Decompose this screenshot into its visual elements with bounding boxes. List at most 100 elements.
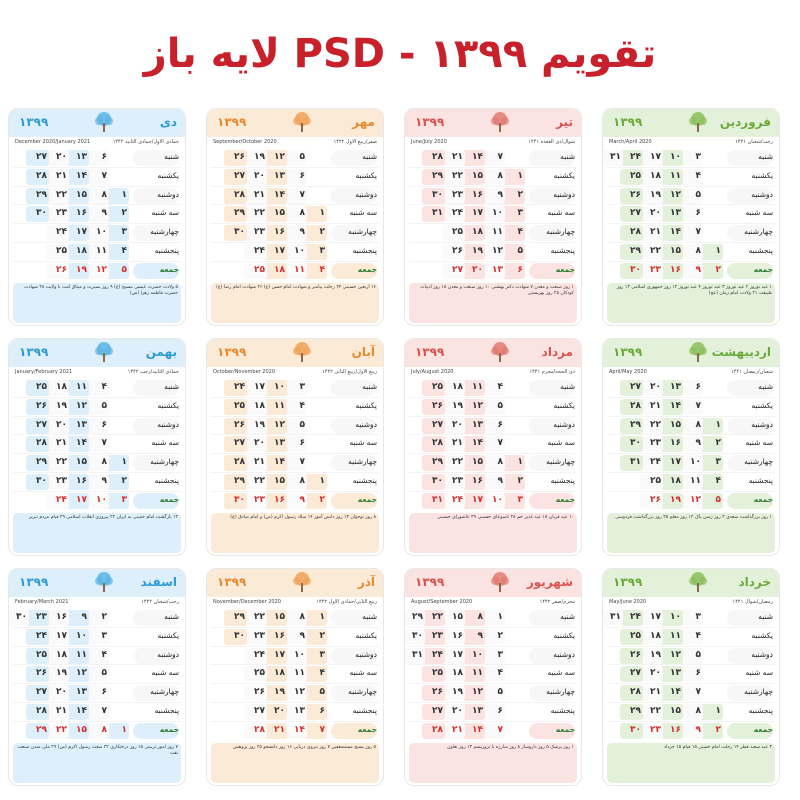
day-cell[interactable]: ۳ — [700, 455, 723, 472]
day-cell[interactable]: ۲۱ — [244, 187, 267, 204]
day-cell[interactable]: ۲۳ — [640, 436, 663, 453]
day-cell[interactable]: ۲۲ — [244, 473, 267, 490]
day-cell[interactable]: ۱۴ — [660, 685, 683, 702]
day-cell[interactable]: ۱۱ — [462, 666, 485, 683]
day-cell[interactable]: ۲۷ — [620, 666, 643, 683]
day-cell[interactable]: ۱۸ — [442, 380, 465, 396]
day-cell[interactable]: ۲۲ — [46, 187, 69, 204]
day-cell[interactable]: ۹ — [462, 628, 485, 645]
day-cell[interactable]: ۱۴ — [66, 168, 89, 185]
day-cell[interactable]: ۲۴ — [244, 243, 267, 260]
day-cell[interactable]: ۱۹ — [66, 262, 89, 279]
day-cell[interactable]: ۲۲ — [422, 610, 445, 626]
day-cell[interactable]: ۲۶ — [422, 685, 445, 702]
day-cell[interactable]: ۷ — [284, 187, 307, 204]
day-cell[interactable]: ۸ — [86, 722, 109, 739]
day-cell[interactable]: ۱ — [106, 187, 129, 204]
day-cell[interactable]: ۱ — [502, 455, 525, 472]
day-cell[interactable]: ۲ — [86, 610, 109, 626]
day-cell[interactable]: ۲۴ — [224, 380, 247, 396]
day-cell[interactable]: ۵ — [482, 685, 505, 702]
day-cell[interactable]: ۲۱ — [46, 436, 69, 453]
day-cell[interactable]: ۳ — [680, 610, 703, 626]
day-cell[interactable]: ۱۳ — [66, 150, 89, 166]
day-cell[interactable]: ۲۹ — [422, 455, 445, 472]
day-cell[interactable]: ۸ — [482, 168, 505, 185]
day-cell[interactable]: ۱۰ — [86, 225, 109, 242]
day-cell[interactable]: ۱۶ — [462, 473, 485, 490]
day-cell[interactable]: ۵ — [700, 492, 723, 509]
day-cell[interactable]: ۲ — [502, 473, 525, 490]
day-cell[interactable]: ۱۷ — [264, 243, 287, 260]
day-cell[interactable]: ۱۶ — [660, 722, 683, 739]
day-cell[interactable]: ۱۹ — [46, 666, 69, 683]
day-cell[interactable]: ۲۶ — [640, 492, 663, 509]
day-cell[interactable]: ۱۴ — [284, 722, 307, 739]
day-cell[interactable]: ۲۴ — [422, 647, 445, 664]
day-cell[interactable]: ۱۸ — [46, 380, 69, 396]
day-cell[interactable]: ۱۷ — [46, 628, 69, 645]
day-cell[interactable]: ۲۴ — [26, 628, 49, 645]
day-cell[interactable]: ۲۸ — [620, 685, 643, 702]
day-cell[interactable]: ۸ — [284, 206, 307, 223]
day-cell[interactable]: ۵ — [86, 398, 109, 415]
day-cell[interactable]: ۱۵ — [660, 703, 683, 720]
day-cell[interactable]: ۲۹ — [224, 206, 247, 223]
day-cell[interactable]: ۲۴ — [46, 225, 69, 242]
day-cell[interactable]: ۲۲ — [640, 243, 663, 260]
day-cell[interactable]: ۲۶ — [422, 398, 445, 415]
day-cell[interactable]: ۱۷ — [640, 610, 663, 626]
day-cell[interactable]: ۱۳ — [462, 703, 485, 720]
day-cell[interactable]: ۲۷ — [26, 150, 49, 166]
day-cell[interactable]: ۲ — [502, 187, 525, 204]
day-cell[interactable]: ۳۰ — [422, 473, 445, 490]
day-cell[interactable]: ۳۰ — [422, 187, 445, 204]
day-cell[interactable]: ۲۵ — [244, 262, 267, 279]
day-cell[interactable]: ۲۵ — [26, 647, 49, 664]
day-cell[interactable]: ۱۷ — [66, 492, 89, 509]
day-cell[interactable]: ۱۷ — [640, 150, 663, 166]
day-cell[interactable]: ۱۱ — [66, 380, 89, 396]
day-cell[interactable]: ۲۰ — [640, 380, 663, 396]
day-cell[interactable]: ۲ — [304, 225, 327, 242]
day-cell[interactable]: ۲۳ — [244, 225, 267, 242]
day-cell[interactable]: ۱۸ — [442, 666, 465, 683]
day-cell[interactable]: ۲۸ — [26, 168, 49, 185]
day-cell[interactable]: ۲۴ — [620, 610, 643, 626]
day-cell[interactable]: ۱۶ — [462, 187, 485, 204]
day-cell[interactable]: ۳۰ — [224, 628, 247, 645]
day-cell[interactable]: ۱۲ — [660, 647, 683, 664]
day-cell[interactable]: ۵ — [86, 666, 109, 683]
day-cell[interactable]: ۹ — [284, 492, 307, 509]
day-cell[interactable]: ۲۰ — [46, 150, 69, 166]
day-cell[interactable]: ۲۲ — [442, 455, 465, 472]
day-cell[interactable]: ۲۴ — [442, 492, 465, 509]
day-cell[interactable]: ۱۲ — [264, 150, 287, 166]
day-cell[interactable]: ۲۸ — [422, 436, 445, 453]
day-cell[interactable]: ۲۸ — [620, 398, 643, 415]
day-cell[interactable]: ۲۰ — [244, 168, 267, 185]
day-cell[interactable]: ۲۰ — [462, 262, 485, 279]
day-cell[interactable]: ۱۹ — [640, 187, 663, 204]
day-cell[interactable]: ۱ — [700, 417, 723, 434]
day-cell[interactable]: ۲۹ — [405, 610, 425, 626]
day-cell[interactable]: ۶ — [680, 206, 703, 223]
day-cell[interactable]: ۳۰ — [26, 206, 49, 223]
day-cell[interactable]: ۶ — [482, 417, 505, 434]
day-cell[interactable]: ۲۵ — [244, 666, 267, 683]
day-cell[interactable]: ۲ — [482, 628, 505, 645]
day-cell[interactable]: ۱۰ — [660, 610, 683, 626]
day-cell[interactable]: ۳۱ — [603, 150, 623, 166]
day-cell[interactable]: ۲۱ — [244, 455, 267, 472]
day-cell[interactable]: ۱۰ — [284, 647, 307, 664]
day-cell[interactable]: ۲۴ — [46, 492, 69, 509]
day-cell[interactable]: ۲۱ — [46, 168, 69, 185]
day-cell[interactable]: ۱۲ — [284, 685, 307, 702]
day-cell[interactable]: ۱۲ — [264, 417, 287, 434]
day-cell[interactable]: ۲۷ — [620, 206, 643, 223]
day-cell[interactable]: ۲۳ — [244, 492, 267, 509]
day-cell[interactable]: ۵ — [106, 262, 129, 279]
day-cell[interactable]: ۲۳ — [640, 722, 663, 739]
day-cell[interactable]: ۳۰ — [620, 436, 643, 453]
day-cell[interactable]: ۱۱ — [284, 666, 307, 683]
